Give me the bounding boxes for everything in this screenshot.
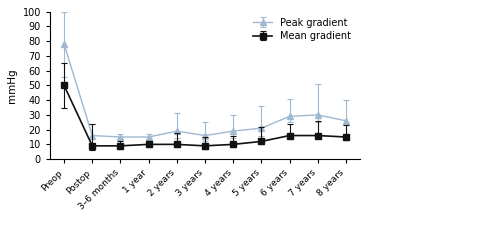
- Legend: Peak gradient, Mean gradient: Peak gradient, Mean gradient: [249, 14, 355, 45]
- Y-axis label: mmHg: mmHg: [7, 68, 17, 103]
